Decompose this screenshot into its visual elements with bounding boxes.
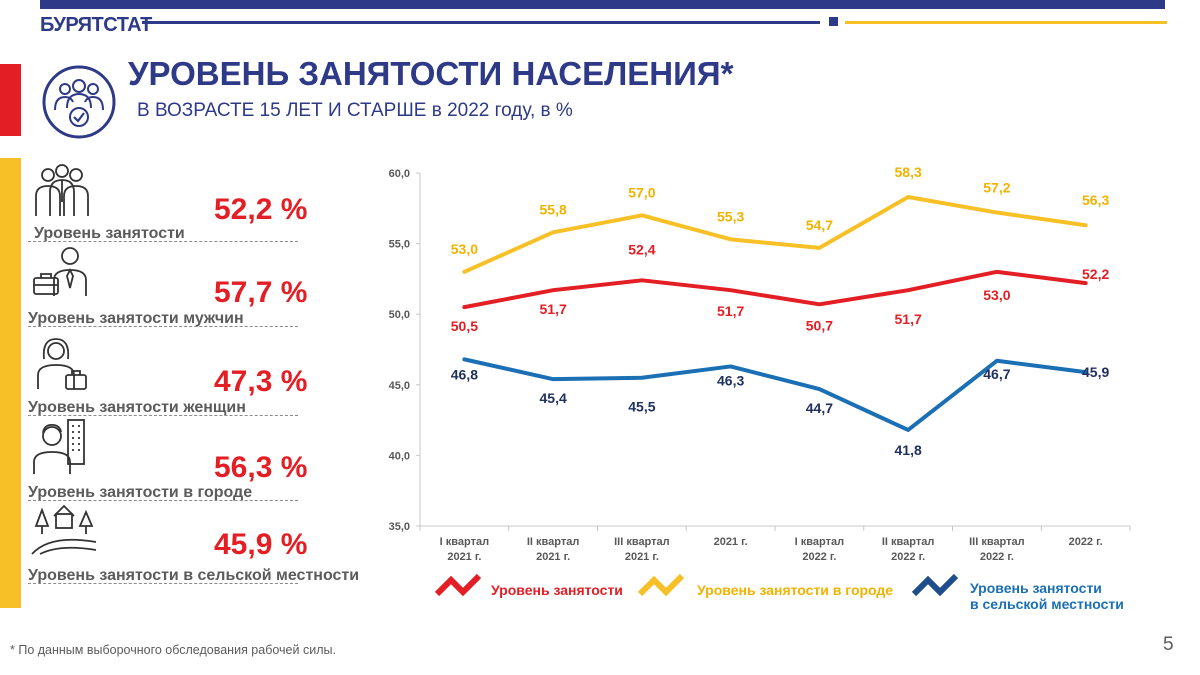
- x-tick-label: III квартал: [614, 536, 670, 548]
- metric-divider: [28, 500, 298, 501]
- data-label-rural: 45,4: [540, 390, 567, 406]
- y-tick-label: 45,0: [389, 380, 410, 392]
- header-rule-blue: [142, 21, 820, 24]
- x-tick-label: 2021 г.: [536, 551, 570, 560]
- metric-rural-value: 45,9 %: [214, 528, 308, 561]
- zigzag-red-icon: [434, 573, 482, 597]
- data-label-total: 53,0: [983, 287, 1010, 303]
- data-label-total: 52,2: [1082, 266, 1109, 282]
- series-line-urban: [462, 195, 1088, 274]
- data-label-urban: 58,3: [895, 164, 922, 180]
- data-label-rural: 44,7: [806, 400, 833, 416]
- header-rule-square: [829, 17, 838, 26]
- page-subtitle: В ВОЗРАСТЕ 15 ЛЕТ И СТАРШЕ в 2022 году, …: [137, 100, 573, 121]
- data-label-total: 51,7: [895, 311, 922, 327]
- metric-divider: [28, 583, 298, 584]
- y-tick-label: 55,0: [389, 239, 410, 251]
- x-tick-label: 2022 г.: [891, 551, 925, 560]
- x-tick-label: II квартал: [882, 536, 934, 548]
- employment-team-icon: [42, 65, 116, 139]
- data-label-urban: 57,0: [628, 184, 655, 200]
- x-tick-label: 2022 г.: [980, 551, 1014, 560]
- page-title: УРОВЕНЬ ЗАНЯТОСТИ НАСЕЛЕНИЯ*: [128, 55, 734, 92]
- metric-divider: [28, 241, 298, 242]
- data-label-urban: 57,2: [983, 180, 1010, 196]
- header-rule-yellow: [845, 21, 1167, 24]
- legend-label-total: Уровень занятости: [491, 582, 623, 598]
- page-number: 5: [1163, 634, 1174, 655]
- data-label-rural: 45,5: [628, 399, 655, 415]
- top-bar: [40, 0, 1165, 9]
- data-label-total: 50,5: [451, 318, 478, 334]
- data-label-urban: 56,3: [1082, 192, 1109, 208]
- metric-divider: [28, 326, 298, 327]
- metric-urban-value: 56,3 %: [214, 451, 308, 484]
- employment-line-chart: 35,0 40,0 45,0 50,0 55,0 60,0 I квартал 2021 г.…: [389, 164, 1131, 560]
- data-label-urban: 54,7: [806, 217, 833, 233]
- metric-employment-label: Уровень занятости: [34, 225, 185, 242]
- y-tick-label: 35,0: [389, 521, 410, 533]
- data-label-total: 50,7: [806, 317, 833, 333]
- x-tick-label: I квартал: [795, 536, 844, 548]
- data-label-urban: 53,0: [451, 241, 478, 257]
- metric-urban-label: Уровень занятости в городе: [28, 484, 253, 501]
- data-label-rural: 46,3: [717, 372, 744, 388]
- logo: БУРЯТСТАТ: [40, 14, 152, 36]
- group-people-icon: [35, 164, 89, 216]
- metric-employment-value: 52,2 %: [214, 193, 308, 226]
- x-tick-label: III квартал: [969, 536, 1025, 548]
- data-label-total: 51,7: [717, 303, 744, 319]
- data-label-rural: 41,8: [895, 442, 922, 458]
- data-label-rural: 45,9: [1082, 364, 1109, 380]
- woman-with-briefcase-icon: [37, 338, 87, 390]
- legend-label-rural-line2: в сельской местности: [970, 596, 1124, 612]
- y-tick-label: 50,0: [389, 309, 410, 321]
- data-label-rural: 46,7: [983, 366, 1010, 382]
- x-tick-label: II квартал: [527, 536, 579, 548]
- data-label-total: 51,7: [540, 301, 567, 317]
- metric-women-label: Уровень занятости женщин: [28, 399, 246, 416]
- y-tick-label: 60,0: [389, 168, 410, 180]
- yellow-accent-bar: [0, 158, 21, 608]
- x-tick-label: 2022 г.: [802, 551, 836, 560]
- data-label-rural: 46,8: [451, 366, 478, 382]
- data-label-total: 52,4: [628, 241, 655, 257]
- y-tick-label: 40,0: [389, 450, 410, 462]
- x-tick-label: 2021 г.: [714, 536, 748, 548]
- zigzag-yellow-icon: [637, 573, 685, 597]
- data-label-urban: 55,8: [540, 201, 567, 217]
- legend-label-urban: Уровень занятости в городе: [697, 582, 894, 598]
- series-line-total: [462, 269, 1088, 310]
- series-line-rural: [462, 357, 1088, 432]
- rural-landscape-icon: [31, 504, 97, 555]
- x-tick-label: 2021 г.: [447, 551, 481, 560]
- metric-divider: [28, 415, 298, 416]
- data-label-urban: 55,3: [717, 208, 744, 224]
- red-accent-bar: [0, 64, 21, 136]
- metric-men-label: Уровень занятости мужчин: [28, 310, 244, 327]
- legend-label-rural-line1: Уровень занятости: [970, 580, 1102, 596]
- x-tick-label: 2021 г.: [625, 551, 659, 560]
- footnote: * По данным выборочного обследования раб…: [10, 643, 336, 657]
- legend-label-rural: Уровень занятости в сельской местности: [970, 580, 1124, 612]
- man-with-briefcase-icon: [33, 247, 87, 296]
- x-tick-label: I квартал: [440, 536, 489, 548]
- metric-men-value: 57,7 %: [214, 276, 308, 309]
- x-tick-label: 2022 г.: [1069, 536, 1103, 548]
- person-with-building-icon: [33, 419, 85, 474]
- metric-women-value: 47,3 %: [214, 365, 308, 398]
- metric-rural-label: Уровень занятости в сельской местности: [28, 567, 360, 584]
- zigzag-blue-icon: [911, 573, 959, 597]
